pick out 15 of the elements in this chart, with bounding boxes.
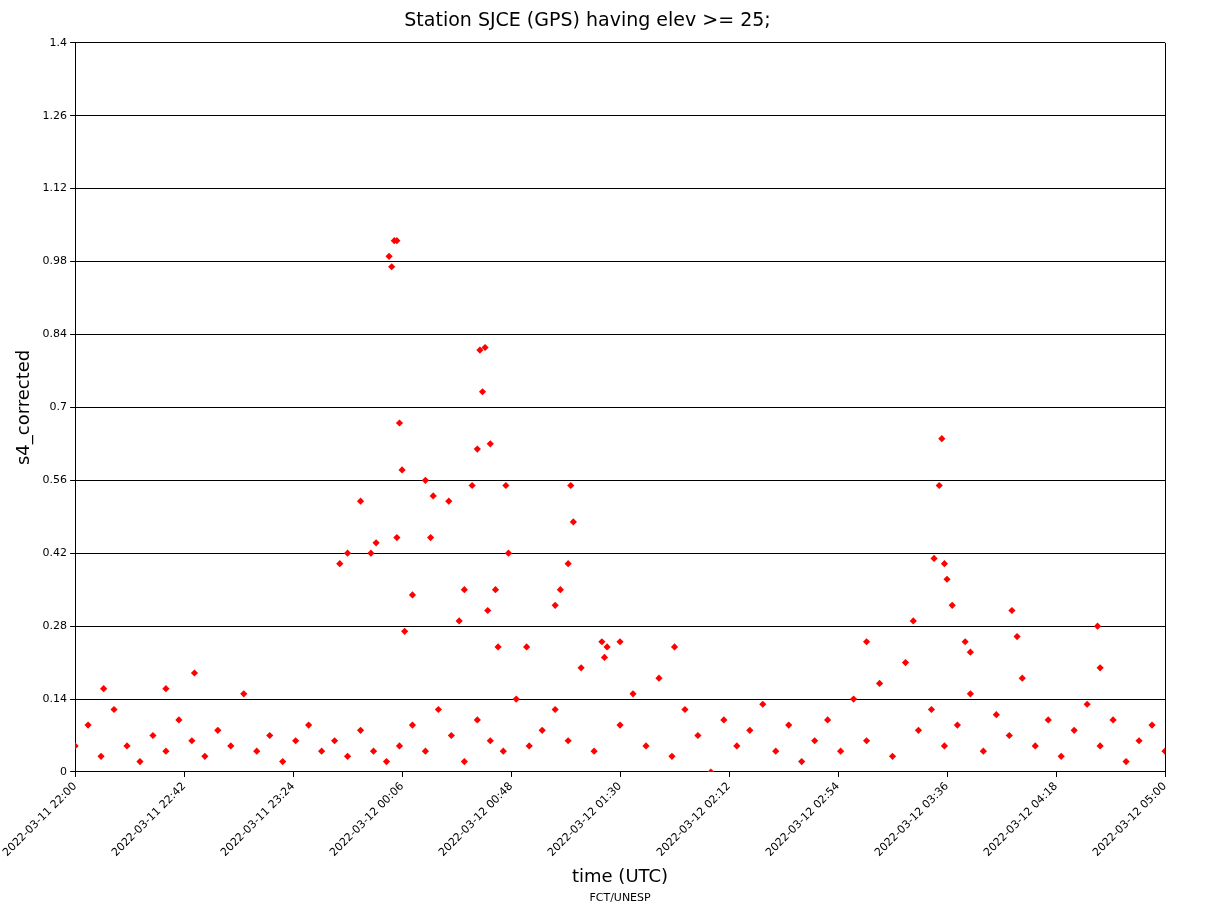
y-tick-label: 1.12 — [42, 181, 68, 195]
chart-title: Station SJCE (GPS) having elev >= 25; — [404, 8, 771, 31]
y-tick-label: 1.4 — [49, 35, 68, 49]
y-tick-label: 0.98 — [42, 254, 68, 268]
y-tick-label: 1.26 — [42, 108, 68, 122]
y-tick-label: 0.28 — [42, 619, 68, 632]
y-axis-title: s4_corrected — [12, 349, 35, 466]
y-tick-label: 0.7 — [49, 400, 68, 414]
y-tick-label: 0.56 — [42, 473, 68, 487]
text: FCT/UNESP — [589, 891, 652, 905]
x-axis-title: time (UTC) — [571, 864, 669, 886]
y-tick-label: 0.84 — [42, 327, 68, 341]
y-tick-label: 0.14 — [42, 691, 68, 705]
y-tick-label: 0.42 — [42, 546, 68, 560]
y-tick-label: 0 — [60, 764, 68, 778]
